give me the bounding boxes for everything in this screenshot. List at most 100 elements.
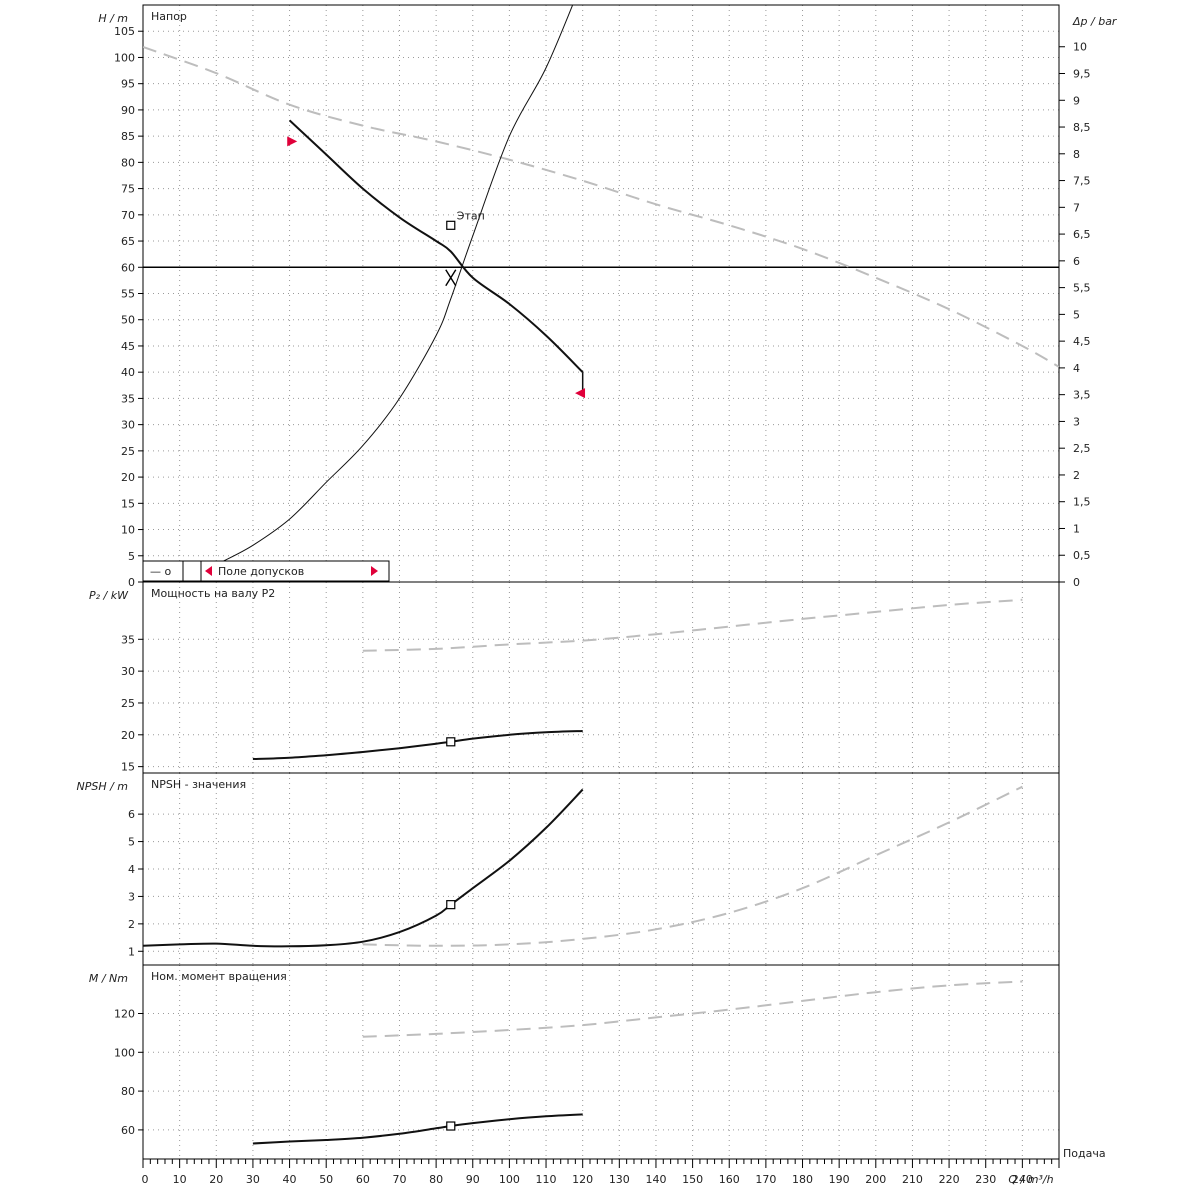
- y-tick-label: 75: [121, 183, 135, 196]
- y-tick-label: 60: [121, 261, 135, 274]
- y-tick-label: 3: [128, 890, 135, 903]
- x-axis: 0 10 20 30 40 50 60 70 80 90 100 110 120 130 140 150 160…: [142, 1147, 1106, 1186]
- y-axis-label: H / m: [98, 12, 128, 25]
- y-tick-label: 1: [128, 945, 135, 958]
- y2-tick-label: 9: [1073, 94, 1080, 107]
- y2-tick-label: 7,5: [1073, 175, 1091, 188]
- panel-title: NPSH - значения: [151, 778, 246, 791]
- y-tick-label: 20: [121, 729, 135, 742]
- x-tick-label: 200: [865, 1173, 886, 1186]
- y-tick-label: 70: [121, 209, 135, 222]
- x-tick-label: 150: [682, 1173, 703, 1186]
- y-tick-label: 15: [121, 497, 135, 510]
- y-tick-label: 90: [121, 104, 135, 117]
- series-pump-max-line: [362, 598, 1023, 652]
- y-axis-label: NPSH / m: [76, 780, 128, 793]
- x-tick-label: 120: [572, 1173, 593, 1186]
- x-tick-label: 70: [392, 1173, 406, 1186]
- y-tick-label: 85: [121, 130, 135, 143]
- y-tick-label: 25: [121, 697, 135, 710]
- y-tick-label: 5: [128, 550, 135, 563]
- x-tick-label: 220: [939, 1173, 960, 1186]
- y-tick-label: 20: [121, 471, 135, 484]
- legend-tolerance-icon: [371, 566, 378, 576]
- x-tick-label: 110: [536, 1173, 557, 1186]
- legend: — o Поле допусков: [142, 560, 390, 582]
- y2-tick-label: 4,5: [1073, 335, 1091, 348]
- x-tick-label: 50: [319, 1173, 333, 1186]
- panel-npsh: 1 2 3 4 5 6 NPSH / m NPSH - значения: [76, 772, 1060, 966]
- panel-title: Мощность на валу P2: [151, 587, 275, 600]
- operating-point-marker: [446, 1121, 456, 1131]
- y-tick-label: 4: [128, 863, 135, 876]
- y-tick-label: 100: [114, 1046, 135, 1059]
- panel-frame: [142, 772, 1060, 966]
- x-tick-label: 40: [283, 1173, 297, 1186]
- y-tick-label: 10: [121, 524, 135, 537]
- panel-frame: [142, 964, 1060, 1160]
- y-tick-label: 2: [128, 918, 135, 931]
- operating-point-label: Этап: [457, 209, 485, 222]
- series-pump-line: [252, 730, 583, 760]
- series-pump-line: [143, 788, 584, 948]
- y2-tick-label: 3,5: [1073, 389, 1091, 402]
- y-tick-label: 0: [128, 576, 135, 589]
- y-tick-label: 120: [114, 1008, 135, 1021]
- y-tick-label: 45: [121, 340, 135, 353]
- x-axis-label: Q / m³/h: [1008, 1173, 1053, 1186]
- y2-tick-label: 6: [1073, 255, 1080, 268]
- x-tick-label: 60: [356, 1173, 370, 1186]
- x-tick-label: 130: [609, 1173, 630, 1186]
- y-tick-label: 80: [121, 156, 135, 169]
- x-tick-label: 210: [902, 1173, 923, 1186]
- x-tick-label: 140: [645, 1173, 666, 1186]
- series-pump-max-line: [143, 46, 1059, 368]
- y2-tick-label: 1: [1073, 522, 1080, 535]
- plot-area: [252, 598, 1023, 760]
- y2-tick-label: 7: [1073, 201, 1080, 214]
- y-axis-label: M / Nm: [89, 972, 128, 985]
- y-tick-label: 30: [121, 665, 135, 678]
- y-tick-label: 105: [114, 25, 135, 38]
- plot-area: [252, 980, 1023, 1145]
- x-tick-label: 170: [755, 1173, 776, 1186]
- y-tick-label: 35: [121, 633, 135, 646]
- series-system-line: [223, 5, 574, 562]
- x-tick-label: 190: [829, 1173, 850, 1186]
- tolerance-marker: [575, 388, 586, 399]
- x-tick-label: 100: [499, 1173, 520, 1186]
- y-tick-label: 30: [121, 419, 135, 432]
- y2-tick-label: 3: [1073, 415, 1080, 428]
- x-tick-label: 90: [466, 1173, 480, 1186]
- panel-torque: 60 80 100 120 M / Nm Ном. момент вращения: [89, 964, 1060, 1160]
- operating-point-marker: [446, 737, 456, 747]
- x-tick-label: 0: [142, 1173, 149, 1186]
- y-tick-label: 35: [121, 392, 135, 405]
- y-axis-label: P₂ / kW: [89, 589, 129, 602]
- legend-item: Поле допусков: [218, 565, 304, 578]
- legend-item: — o: [150, 565, 171, 578]
- y-tick-label: 55: [121, 288, 135, 301]
- y2-tick-label: 5: [1073, 308, 1080, 321]
- operating-point-marker: [446, 900, 456, 910]
- legend-tolerance-icon: [205, 566, 212, 576]
- legend-box: [142, 560, 390, 582]
- panel-title: Напор: [151, 10, 187, 23]
- panel-power: 15 20 25 30 35 P₂ / kW Мощность на валу P2: [89, 581, 1060, 774]
- series-pump-line: [288, 119, 584, 373]
- y2-tick-label: 2,5: [1073, 442, 1091, 455]
- y2-tick-label: 1,5: [1073, 496, 1091, 509]
- y2-axis-label: Δp / bar: [1072, 15, 1118, 28]
- y-tick-label: 95: [121, 78, 135, 91]
- y-tick-label: 60: [121, 1124, 135, 1137]
- x-tick-label: 10: [173, 1173, 187, 1186]
- y2-tick-label: 6,5: [1073, 228, 1091, 241]
- x-tick-label: 160: [719, 1173, 740, 1186]
- y-tick-label: 65: [121, 235, 135, 248]
- y2-tick-label: 10: [1073, 41, 1087, 54]
- series-pump-line: [252, 1113, 583, 1145]
- x-tick-label: 180: [792, 1173, 813, 1186]
- x-tick-label: 230: [975, 1173, 996, 1186]
- y-tick-label: 50: [121, 314, 135, 327]
- y-tick-label: 80: [121, 1085, 135, 1098]
